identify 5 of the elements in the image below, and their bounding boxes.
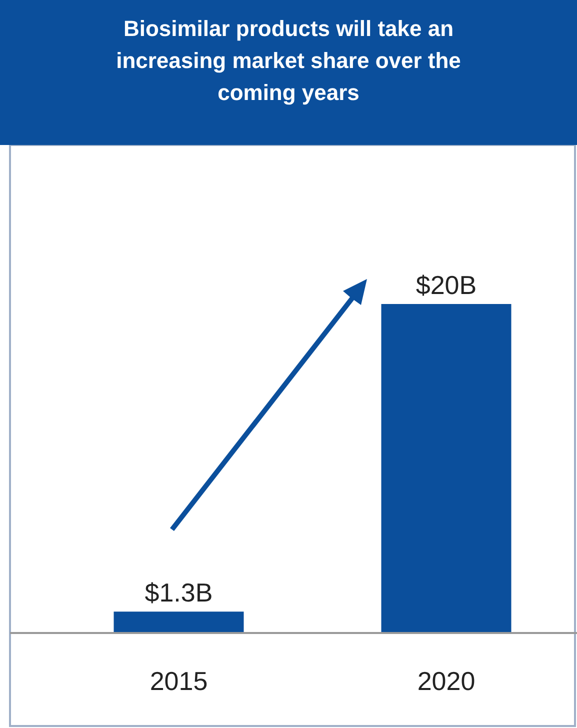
data-label: $20B [416,270,477,300]
data-label: $1.3B [144,578,213,608]
x-tick-label: 2015 [150,666,208,696]
x-tick-label: 2020 [417,666,476,696]
chart-title: Biosimilar products will take an increasing market share over the coming years [116,16,461,105]
